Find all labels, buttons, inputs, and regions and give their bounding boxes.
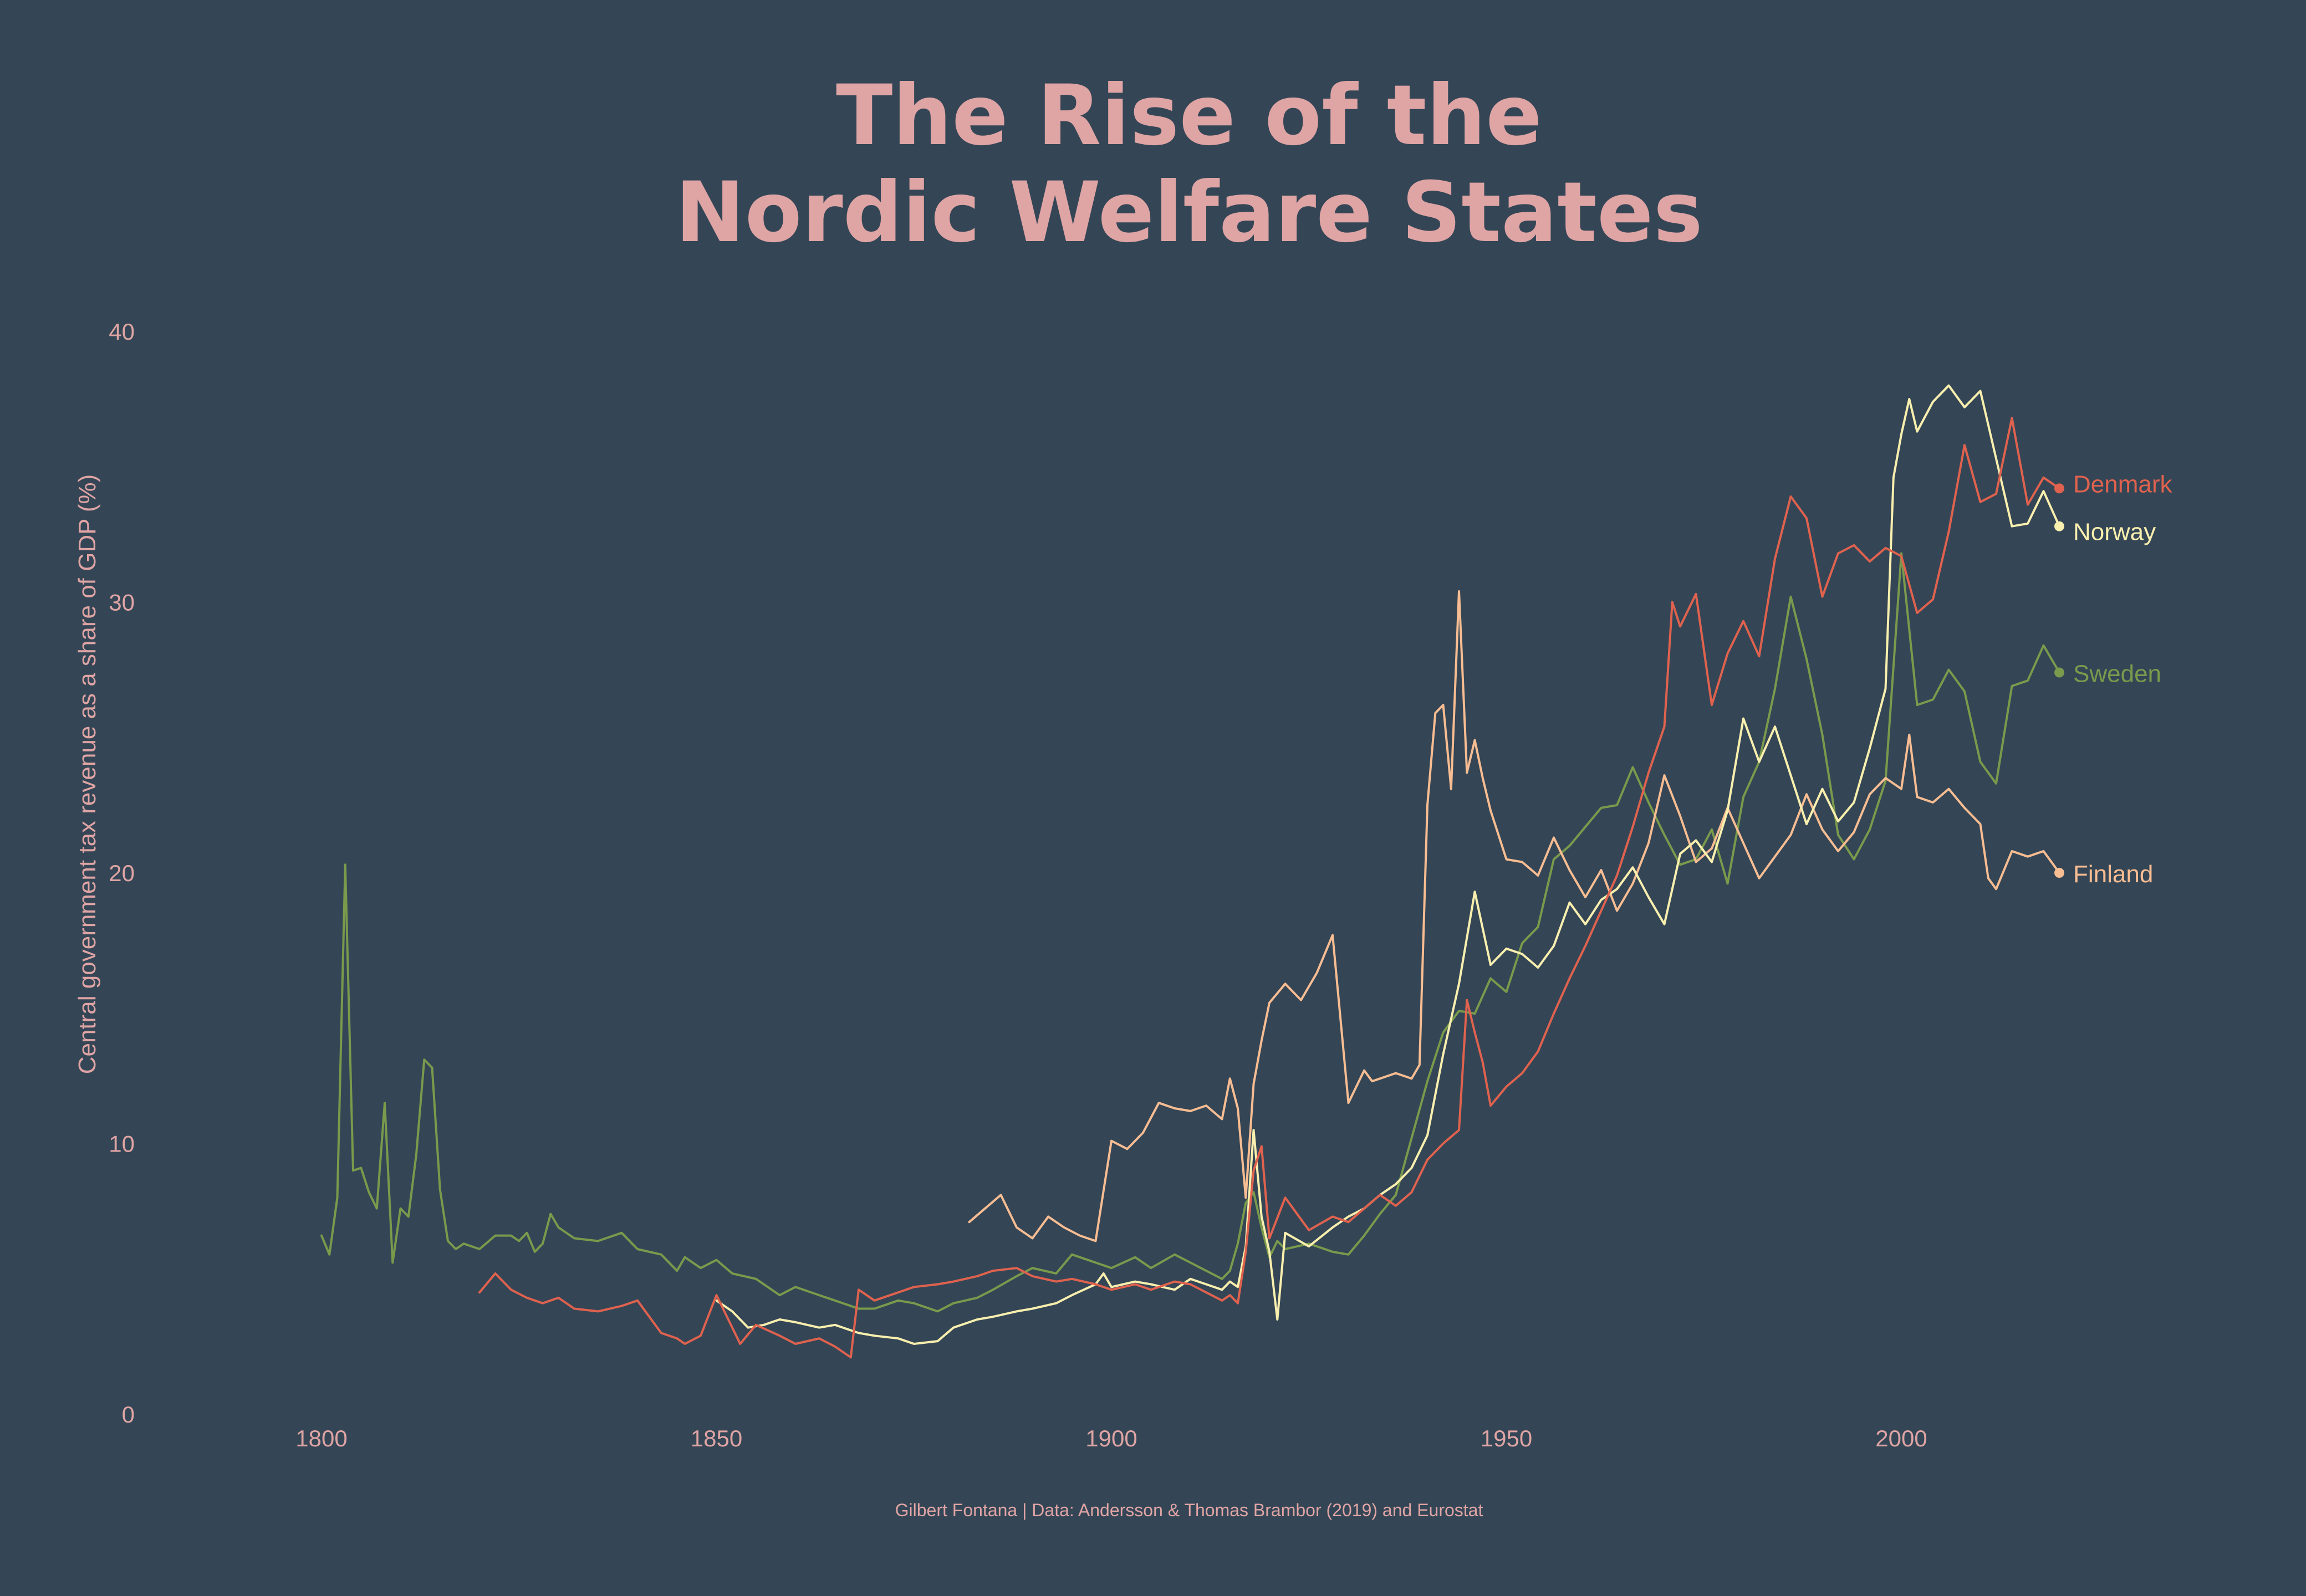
x-tick-label: 1850 xyxy=(691,1425,742,1451)
x-tick-label: 1950 xyxy=(1481,1425,1532,1451)
y-tick-label: 20 xyxy=(109,860,135,886)
series-label-denmark: Denmark xyxy=(2073,470,2172,498)
x-tick-label: 1800 xyxy=(295,1425,347,1451)
line-denmark xyxy=(478,417,2060,1359)
y-tick-labels: 0 10 20 30 40 xyxy=(109,319,135,1428)
chart-title-line2: Nordic Welfare States xyxy=(675,165,1703,261)
line-sweden xyxy=(320,552,2060,1313)
endpoint-denmark xyxy=(2054,483,2064,494)
y-axis-label: Central government tax revenue as a shar… xyxy=(74,474,101,1075)
y-tick-label: 40 xyxy=(109,319,135,345)
x-tick-labels: 1800 1850 1900 1950 2000 xyxy=(295,1425,1927,1451)
endpoint-norway xyxy=(2054,521,2064,531)
y-tick-label: 10 xyxy=(109,1131,135,1157)
line-finland xyxy=(968,590,2060,1242)
series-end-labels: Sweden Finland Norway Denmark xyxy=(2054,470,2172,888)
series-lines xyxy=(320,384,2060,1359)
y-tick-label: 30 xyxy=(109,590,135,616)
series-label-finland: Finland xyxy=(2073,861,2153,888)
caption: Gilbert Fontana | Data: Andersson & Thom… xyxy=(895,1500,1483,1520)
y-tick-label: 0 xyxy=(122,1401,135,1428)
line-norway xyxy=(715,384,2060,1345)
endpoint-finland xyxy=(2054,868,2064,878)
series-label-sweden: Sweden xyxy=(2073,661,2161,688)
x-tick-label: 2000 xyxy=(1875,1425,1927,1451)
chart-title-line1: The Rise of the xyxy=(836,68,1542,164)
endpoint-sweden xyxy=(2054,667,2064,678)
x-tick-label: 1900 xyxy=(1085,1425,1137,1451)
series-label-norway: Norway xyxy=(2073,519,2156,546)
